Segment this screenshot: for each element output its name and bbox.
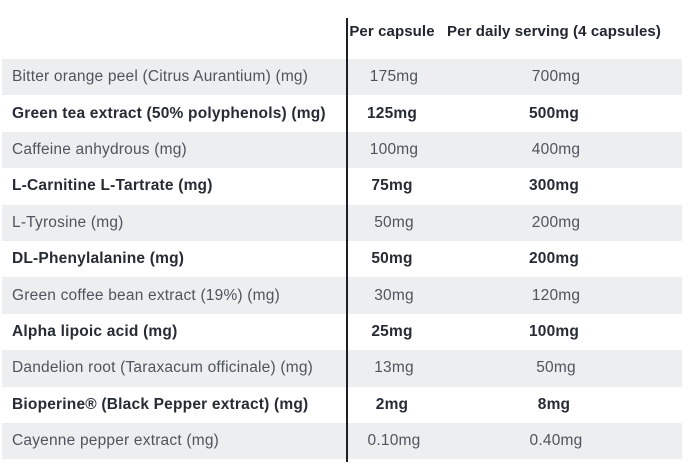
table-row: L-Tyrosine (mg) 50mg 200mg bbox=[2, 204, 682, 241]
table-row: Green coffee bean extract (19%) (mg) 30m… bbox=[2, 277, 682, 314]
ingredient-name: Green coffee bean extract (19%) (mg) bbox=[12, 286, 280, 304]
per-capsule-value: 75mg bbox=[371, 177, 413, 195]
per-daily-serving-value: 500mg bbox=[528, 104, 580, 122]
table-row: Bitter orange peel (Citrus Aurantium) (m… bbox=[2, 59, 682, 96]
per-capsule-value: 100mg bbox=[369, 140, 419, 158]
ingredient-table: Per capsule Per daily serving (4 capsule… bbox=[0, 0, 688, 460]
per-daily-serving-value: 300mg bbox=[528, 177, 580, 195]
table-row: DL-Phenylalanine (mg) 50mg 200mg bbox=[0, 241, 688, 277]
table-body: Bitter orange peel (Citrus Aurantium) (m… bbox=[0, 59, 688, 460]
per-daily-serving-value: 100mg bbox=[528, 322, 580, 340]
table-row: Green tea extract (50% polyphenols) (mg)… bbox=[0, 95, 688, 131]
column-divider-line bbox=[346, 18, 348, 462]
per-daily-serving-value: 8mg bbox=[537, 395, 571, 413]
table-row: L-Carnitine L-Tartrate (mg) 75mg 300mg bbox=[0, 168, 688, 204]
table-row: Dandelion root (Taraxacum officinale) (m… bbox=[2, 350, 682, 387]
per-capsule-value: 2mg bbox=[375, 395, 409, 413]
per-daily-serving-value: 120mg bbox=[531, 286, 581, 304]
ingredient-name: Bioperine® (Black Pepper extract) (mg) bbox=[12, 395, 309, 413]
ingredient-name: L-Tyrosine (mg) bbox=[12, 213, 124, 231]
ingredient-name: Bitter orange peel (Citrus Aurantium) (m… bbox=[12, 68, 309, 86]
ingredient-name: Caffeine anhydrous (mg) bbox=[12, 140, 187, 158]
table-row: Cayenne pepper extract (mg) 0.10mg 0.40m… bbox=[2, 422, 682, 460]
per-daily-serving-value: 0.40mg bbox=[529, 432, 583, 450]
table-row: Bioperine® (Black Pepper extract) (mg) 2… bbox=[0, 387, 688, 423]
ingredient-name: DL-Phenylalanine (mg) bbox=[12, 250, 185, 268]
ingredient-name: L-Carnitine L-Tartrate (mg) bbox=[12, 177, 213, 195]
per-capsule-value: 175mg bbox=[369, 68, 419, 86]
per-capsule-value: 13mg bbox=[374, 359, 414, 377]
table-row: Caffeine anhydrous (mg) 100mg 400mg bbox=[2, 131, 682, 169]
per-capsule-value: 50mg bbox=[374, 213, 414, 231]
per-capsule-value: 50mg bbox=[371, 250, 413, 268]
per-daily-serving-value: 200mg bbox=[531, 213, 581, 231]
ingredient-name: Green tea extract (50% polyphenols) (mg) bbox=[12, 104, 326, 122]
per-daily-serving-value: 400mg bbox=[531, 140, 581, 158]
per-capsule-value: 125mg bbox=[366, 104, 418, 122]
column-header-per-daily-serving: Per daily serving (4 capsules) bbox=[447, 23, 661, 40]
ingredient-name: Alpha lipoic acid (mg) bbox=[12, 322, 178, 340]
column-header-per-capsule: Per capsule bbox=[349, 23, 435, 40]
table-row: Alpha lipoic acid (mg) 25mg 100mg bbox=[0, 314, 688, 350]
per-daily-serving-value: 200mg bbox=[528, 250, 580, 268]
ingredient-name: Dandelion root (Taraxacum officinale) (m… bbox=[12, 359, 314, 377]
per-capsule-value: 30mg bbox=[374, 286, 414, 304]
per-capsule-value: 25mg bbox=[371, 322, 413, 340]
per-daily-serving-value: 50mg bbox=[536, 359, 576, 377]
table-header-row: Per capsule Per daily serving (4 capsule… bbox=[0, 0, 688, 59]
per-daily-serving-value: 700mg bbox=[531, 68, 581, 86]
ingredient-name: Cayenne pepper extract (mg) bbox=[12, 432, 219, 450]
per-capsule-value: 0.10mg bbox=[367, 432, 421, 450]
